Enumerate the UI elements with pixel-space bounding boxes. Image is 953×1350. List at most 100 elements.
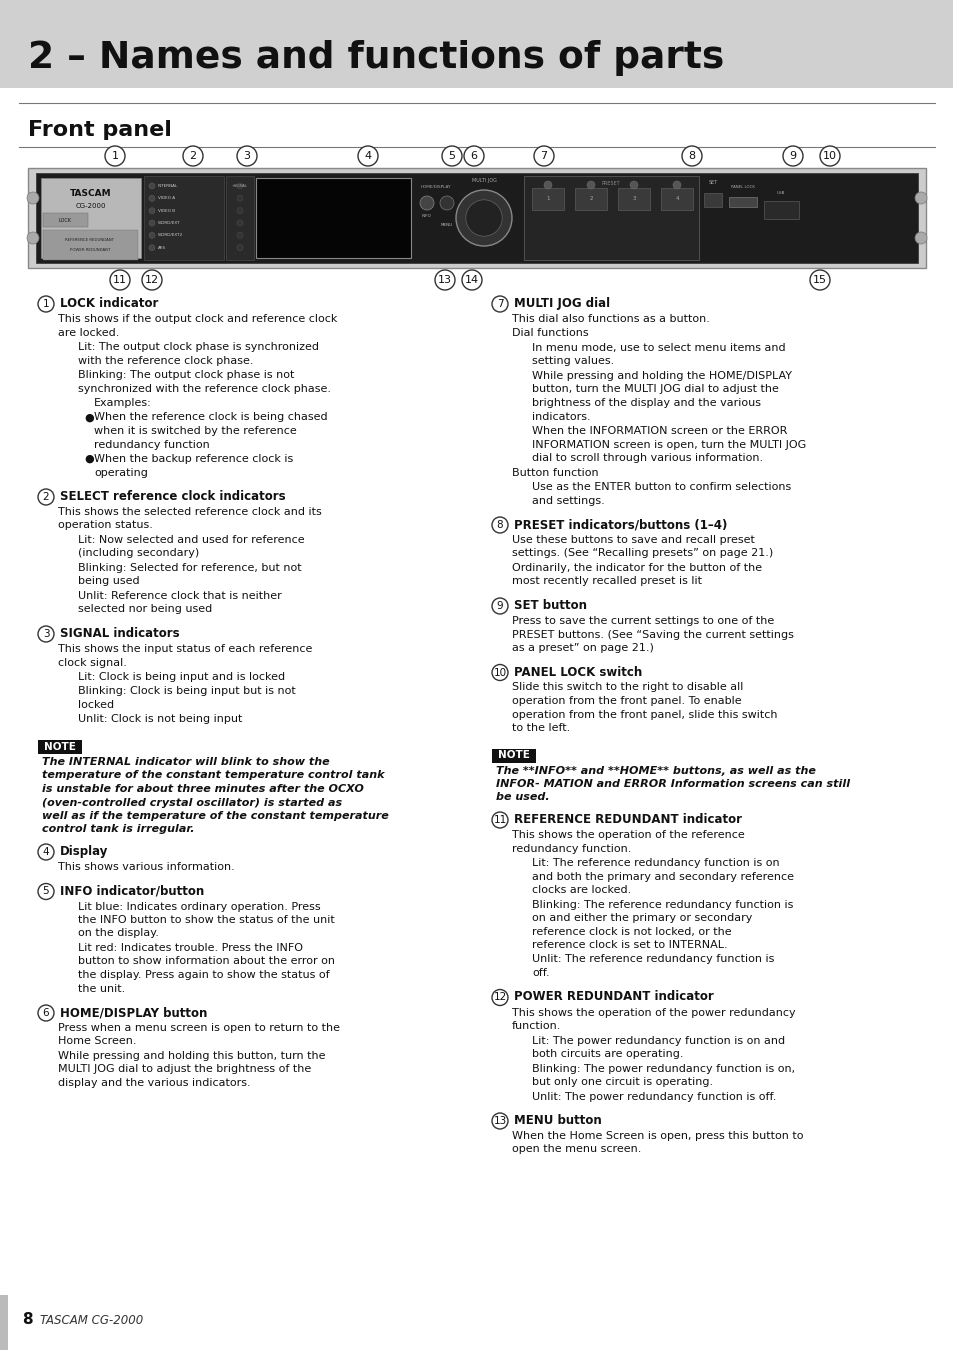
Circle shape xyxy=(681,146,701,166)
FancyBboxPatch shape xyxy=(144,176,224,261)
Text: LOCK: LOCK xyxy=(58,217,71,223)
Circle shape xyxy=(492,1112,507,1129)
Circle shape xyxy=(236,184,243,189)
FancyBboxPatch shape xyxy=(255,178,411,258)
Text: 2 – Names and functions of parts: 2 – Names and functions of parts xyxy=(28,40,723,76)
Text: When the backup reference clock is: When the backup reference clock is xyxy=(94,454,293,464)
Circle shape xyxy=(236,232,243,239)
Text: 1: 1 xyxy=(43,298,50,309)
Circle shape xyxy=(236,244,243,251)
Text: indicators.: indicators. xyxy=(532,412,590,421)
Text: setting values.: setting values. xyxy=(532,356,614,366)
Text: This shows the input status of each reference: This shows the input status of each refe… xyxy=(58,644,312,653)
Text: Press to save the current settings to one of the: Press to save the current settings to on… xyxy=(512,616,774,626)
Text: off.: off. xyxy=(532,968,549,977)
Circle shape xyxy=(38,1004,54,1021)
Text: redundancy function.: redundancy function. xyxy=(512,844,631,853)
Circle shape xyxy=(820,146,840,166)
Text: INFO indicator/button: INFO indicator/button xyxy=(60,884,204,898)
Text: SELECT reference clock indicators: SELECT reference clock indicators xyxy=(60,490,285,504)
Text: When the INFORMATION screen or the ERROR: When the INFORMATION screen or the ERROR xyxy=(532,427,786,436)
Text: both circuits are operating.: both circuits are operating. xyxy=(532,1049,682,1058)
Text: Unlit: The reference redundancy function is: Unlit: The reference redundancy function… xyxy=(532,954,774,964)
Circle shape xyxy=(534,146,554,166)
Circle shape xyxy=(492,811,507,828)
Text: PRESET indicators/buttons (1–4): PRESET indicators/buttons (1–4) xyxy=(514,518,726,531)
Text: +SIGNAL: +SIGNAL xyxy=(232,184,248,188)
Text: 6: 6 xyxy=(470,151,477,161)
FancyBboxPatch shape xyxy=(532,188,563,211)
Text: The INTERNAL indicator will blink to show the: The INTERNAL indicator will blink to sho… xyxy=(42,757,330,767)
Circle shape xyxy=(27,232,39,244)
Text: VIDEO B: VIDEO B xyxy=(158,209,175,213)
Text: 6: 6 xyxy=(43,1008,50,1018)
Circle shape xyxy=(27,192,39,204)
FancyBboxPatch shape xyxy=(36,173,917,263)
Text: button to show information about the error on: button to show information about the err… xyxy=(78,957,335,967)
Text: Press when a menu screen is open to return to the: Press when a menu screen is open to retu… xyxy=(58,1023,339,1033)
Text: 8: 8 xyxy=(497,520,503,531)
Text: to the left.: to the left. xyxy=(512,724,570,733)
Text: Display: Display xyxy=(60,845,109,859)
Text: Blinking: The power redundancy function is on,: Blinking: The power redundancy function … xyxy=(532,1064,794,1073)
Text: While pressing and holding this button, turn the: While pressing and holding this button, … xyxy=(58,1052,325,1061)
FancyBboxPatch shape xyxy=(703,193,721,207)
Text: This shows the selected reference clock and its: This shows the selected reference clock … xyxy=(58,508,321,517)
Text: 9: 9 xyxy=(789,151,796,161)
Text: open the menu screen.: open the menu screen. xyxy=(512,1145,640,1154)
Text: MENU: MENU xyxy=(440,223,453,227)
Text: 5: 5 xyxy=(43,887,50,896)
Text: with the reference clock phase.: with the reference clock phase. xyxy=(78,355,253,366)
Text: 5: 5 xyxy=(448,151,455,161)
Text: MENU button: MENU button xyxy=(514,1114,601,1127)
Text: Front panel: Front panel xyxy=(28,120,172,140)
Text: Lit: The power redundancy function is on and: Lit: The power redundancy function is on… xyxy=(532,1035,784,1045)
Text: the unit.: the unit. xyxy=(78,984,125,994)
Circle shape xyxy=(38,844,54,860)
Circle shape xyxy=(492,296,507,312)
FancyBboxPatch shape xyxy=(575,188,606,211)
Text: reference clock is set to INTERNAL.: reference clock is set to INTERNAL. xyxy=(532,940,727,950)
Text: synchronized with the reference clock phase.: synchronized with the reference clock ph… xyxy=(78,383,331,393)
Text: be used.: be used. xyxy=(496,792,549,802)
Text: Lit red: Indicates trouble. Press the INFO: Lit red: Indicates trouble. Press the IN… xyxy=(78,944,303,953)
Text: the display. Press again to show the status of: the display. Press again to show the sta… xyxy=(78,971,330,980)
FancyBboxPatch shape xyxy=(618,188,649,211)
Text: Blinking: Clock is being input but is not: Blinking: Clock is being input but is no… xyxy=(78,687,295,697)
Text: settings. (See “Recalling presets” on page 21.): settings. (See “Recalling presets” on pa… xyxy=(512,548,773,559)
Circle shape xyxy=(236,208,243,213)
Circle shape xyxy=(149,244,154,251)
Text: USB: USB xyxy=(776,190,784,194)
Text: SET: SET xyxy=(708,180,717,185)
Text: This shows if the output clock and reference clock: This shows if the output clock and refer… xyxy=(58,315,337,324)
FancyBboxPatch shape xyxy=(660,188,692,211)
Text: 4: 4 xyxy=(675,197,678,201)
Circle shape xyxy=(149,196,154,201)
Text: Home Screen.: Home Screen. xyxy=(58,1037,136,1046)
Circle shape xyxy=(809,270,829,290)
Circle shape xyxy=(149,220,154,225)
Text: 10: 10 xyxy=(822,151,836,161)
Circle shape xyxy=(183,146,203,166)
Text: locked: locked xyxy=(78,701,114,710)
Text: the INFO button to show the status of the unit: the INFO button to show the status of th… xyxy=(78,915,335,925)
Text: Ordinarily, the indicator for the button of the: Ordinarily, the indicator for the button… xyxy=(512,563,761,572)
Text: 1: 1 xyxy=(112,151,118,161)
FancyBboxPatch shape xyxy=(0,0,953,88)
Text: 8: 8 xyxy=(22,1312,32,1327)
Text: well as if the temperature of the constant temperature: well as if the temperature of the consta… xyxy=(42,811,388,821)
Text: MULTI JOG dial: MULTI JOG dial xyxy=(514,297,610,310)
Text: control tank is irregular.: control tank is irregular. xyxy=(42,825,194,834)
Text: PRESET buttons. (See “Saving the current settings: PRESET buttons. (See “Saving the current… xyxy=(512,629,793,640)
Text: clocks are locked.: clocks are locked. xyxy=(532,886,631,895)
Text: brightness of the display and the various: brightness of the display and the variou… xyxy=(532,398,760,408)
FancyBboxPatch shape xyxy=(41,178,141,258)
Circle shape xyxy=(914,192,926,204)
Circle shape xyxy=(465,200,501,236)
Text: HOME/DISPLAY: HOME/DISPLAY xyxy=(420,185,451,189)
FancyBboxPatch shape xyxy=(492,748,536,763)
Text: REFERENCE REDUNDANT: REFERENCE REDUNDANT xyxy=(66,238,114,242)
Text: 4: 4 xyxy=(364,151,371,161)
Text: Blinking: The output clock phase is not: Blinking: The output clock phase is not xyxy=(78,370,294,379)
Text: ●: ● xyxy=(84,454,93,464)
